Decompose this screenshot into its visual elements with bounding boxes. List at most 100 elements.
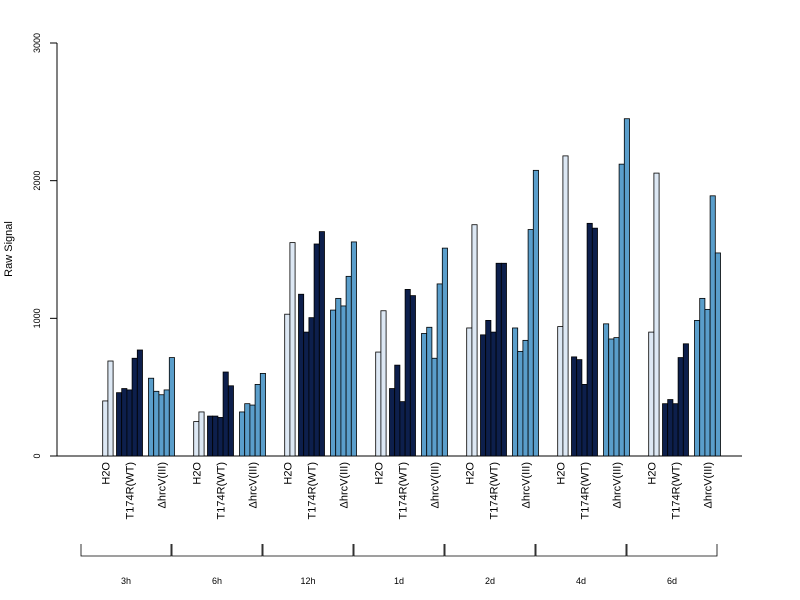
bar — [522, 339, 529, 457]
bar — [591, 227, 598, 457]
category-label: ΔhrcV(III) — [157, 462, 169, 508]
bar — [557, 326, 564, 457]
group-label: 6d — [667, 576, 677, 586]
bar — [571, 356, 578, 457]
bar — [207, 415, 214, 457]
bar — [426, 326, 433, 457]
bar — [126, 389, 133, 457]
bar — [699, 297, 706, 457]
bar — [562, 155, 569, 457]
category-label: ΔhrcV(III) — [612, 462, 624, 508]
y-tick-label: 1000 — [32, 308, 42, 328]
bar — [527, 229, 534, 457]
bar — [102, 400, 109, 457]
bar — [441, 247, 448, 457]
bar — [586, 222, 593, 457]
bar — [613, 337, 620, 457]
group-label: 2d — [485, 576, 495, 586]
bar — [148, 377, 155, 457]
bar — [212, 415, 219, 457]
bar — [648, 331, 655, 457]
group-label: 3h — [121, 576, 131, 586]
bar — [254, 384, 261, 457]
bar — [471, 224, 478, 457]
bar — [576, 359, 583, 457]
bar — [399, 401, 406, 457]
group-label: 1d — [394, 576, 404, 586]
bar — [682, 343, 689, 457]
category-label: T174R(WT) — [216, 462, 228, 519]
category-label: ΔhrcV(III) — [339, 462, 351, 508]
bar — [485, 319, 492, 457]
bar — [667, 399, 674, 457]
bar — [495, 262, 502, 457]
bar — [298, 293, 305, 457]
bar — [345, 275, 352, 457]
bar — [431, 357, 438, 457]
category-label: H2O — [373, 462, 385, 485]
bar — [375, 351, 382, 457]
category-label: T174R(WT) — [671, 462, 683, 519]
bar — [330, 309, 337, 457]
group-bracket — [262, 544, 354, 557]
bar — [517, 350, 524, 457]
bar — [244, 403, 251, 457]
category-label: ΔhrcV(III) — [248, 462, 260, 508]
bar — [714, 252, 721, 457]
bar — [222, 371, 229, 457]
category-label: T174R(WT) — [398, 462, 410, 519]
category-label: ΔhrcV(III) — [703, 462, 715, 508]
category-label: H2O — [100, 462, 112, 485]
category-label: T174R(WT) — [307, 462, 319, 519]
bar — [608, 338, 615, 457]
bar — [394, 364, 401, 457]
bar — [153, 390, 160, 457]
bar — [227, 385, 234, 457]
y-tick-label: 2000 — [32, 171, 42, 191]
group-label: 6h — [212, 576, 222, 586]
bar — [198, 411, 205, 457]
bar — [303, 331, 310, 457]
bar — [409, 295, 416, 457]
category-label: H2O — [555, 462, 567, 485]
bar — [532, 169, 539, 457]
bar — [136, 349, 143, 457]
y-axis-title: Raw Signal — [3, 221, 15, 277]
category-label: H2O — [464, 462, 476, 485]
bar — [677, 357, 684, 457]
bar — [116, 392, 123, 457]
bar — [284, 313, 291, 457]
bar — [193, 421, 200, 457]
group-bracket — [353, 544, 445, 557]
group-bracket — [626, 544, 718, 557]
bar — [603, 323, 610, 457]
bar — [335, 297, 342, 457]
category-label: T174R(WT) — [580, 462, 592, 519]
group-bracket — [444, 544, 536, 557]
bar — [466, 327, 473, 457]
bar — [380, 310, 387, 457]
bar — [158, 394, 165, 457]
category-label: H2O — [282, 462, 294, 485]
bar — [480, 334, 487, 457]
group-label: 4d — [576, 576, 586, 586]
bar — [404, 289, 411, 457]
bar — [107, 360, 114, 457]
bar — [512, 327, 519, 457]
bar — [163, 389, 170, 457]
group-bracket — [171, 544, 263, 557]
bar — [662, 403, 669, 457]
bar — [694, 319, 701, 457]
bar — [121, 388, 128, 457]
bar — [618, 163, 625, 457]
bar — [436, 283, 443, 457]
bar — [340, 305, 347, 457]
bar — [131, 357, 138, 457]
bar — [672, 403, 679, 457]
bar — [490, 331, 497, 457]
bar — [421, 333, 428, 457]
bar — [289, 242, 296, 457]
bar — [500, 262, 507, 457]
category-label: T174R(WT) — [125, 462, 137, 519]
